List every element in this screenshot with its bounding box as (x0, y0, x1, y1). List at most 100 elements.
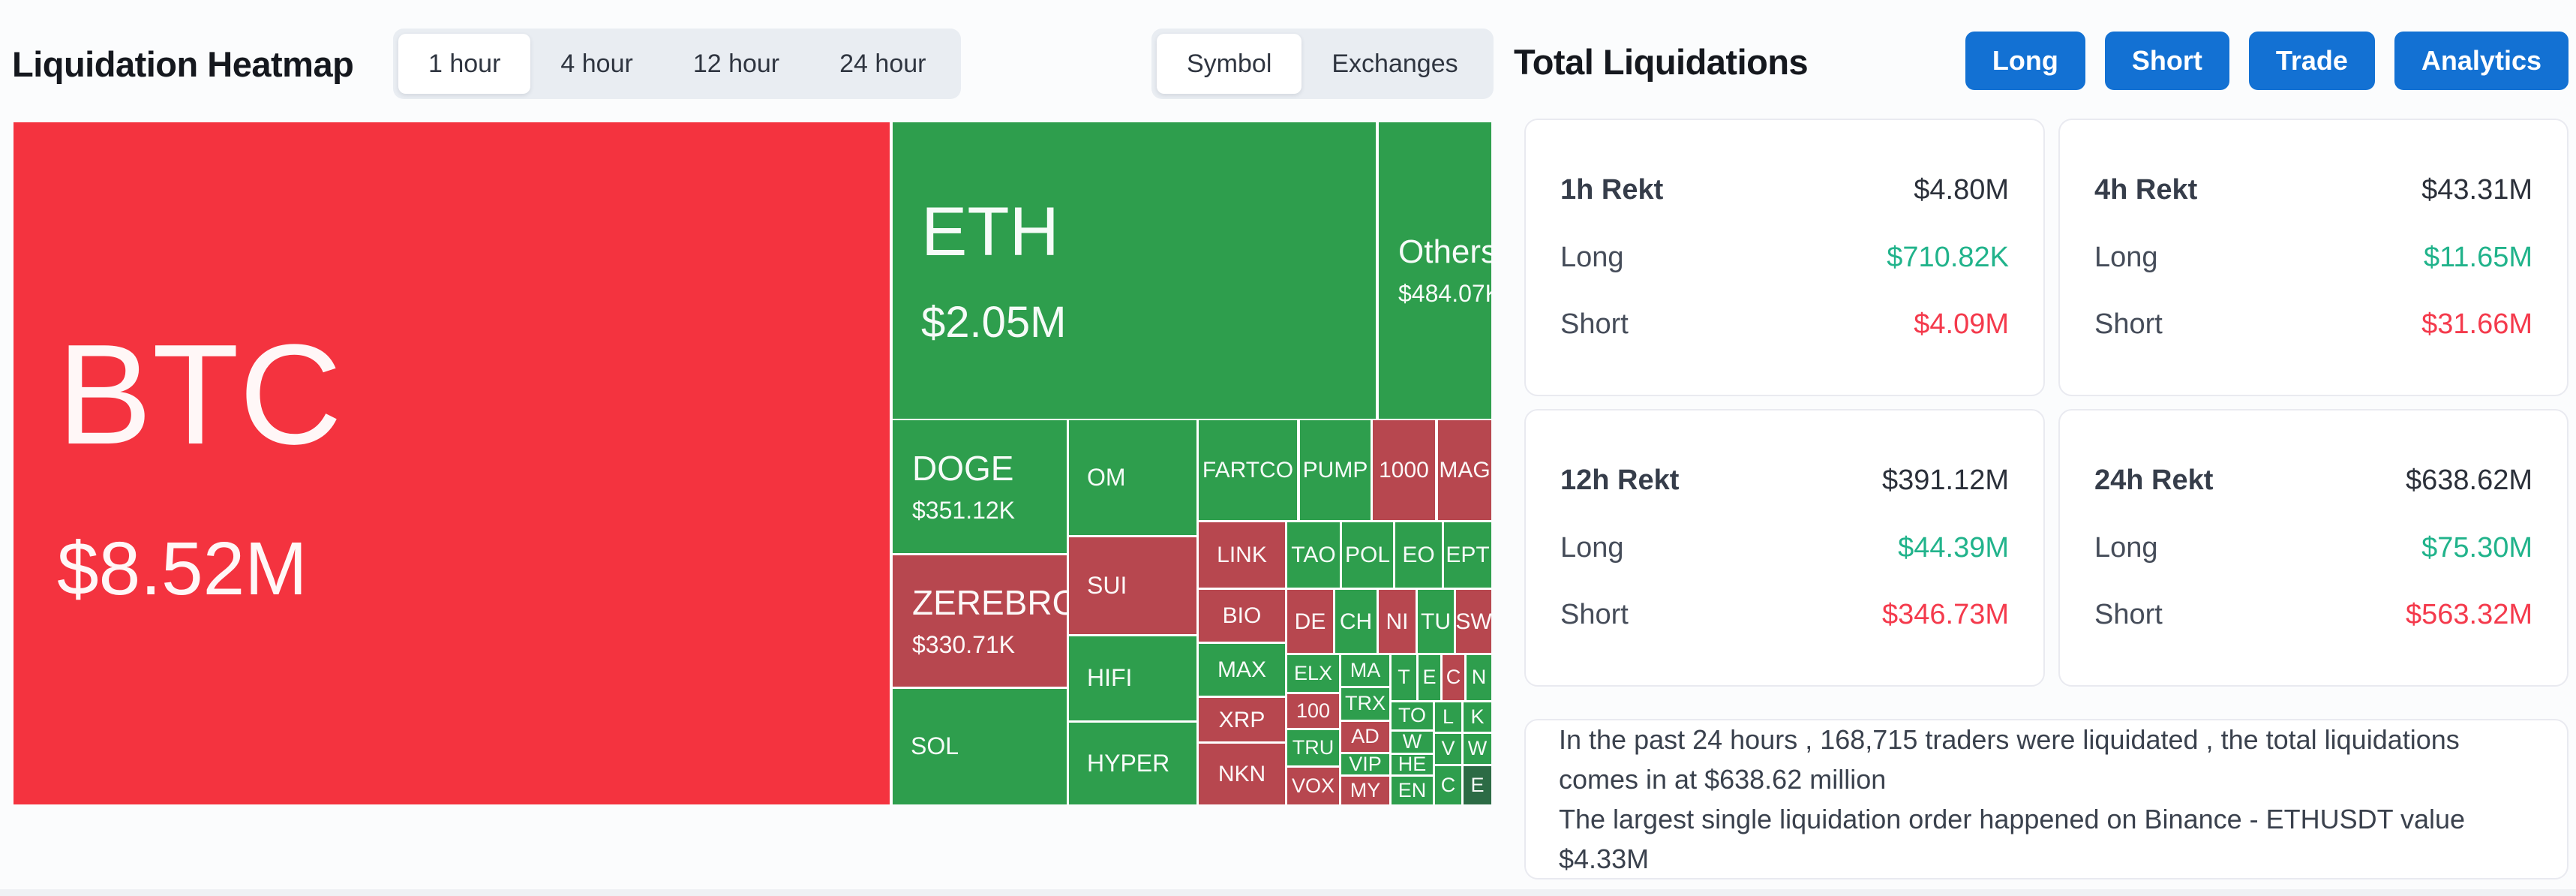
cell-symbol: DE (1294, 609, 1326, 634)
rekt-row-long: Long $11.65M (2094, 242, 2532, 274)
treemap-cell-my[interactable]: MY (1341, 777, 1389, 804)
rekt-card-12h-rekt: 12h Rekt $391.12M Long $44.39M Short $346.73M (1524, 409, 2045, 687)
stat-label: Long (2094, 241, 2158, 273)
treemap-cell-1000[interactable]: 1000 (1373, 420, 1435, 520)
treemap-cell-link[interactable]: LINK (1199, 522, 1285, 588)
treemap-cell-vox[interactable]: VOX (1287, 768, 1339, 804)
treemap-cell-mag[interactable]: MAG (1438, 420, 1491, 520)
treemap-cell-de[interactable]: DE (1287, 590, 1333, 653)
rekt-row-short: Short $31.66M (2094, 308, 2532, 341)
treemap-cell-hifi[interactable]: HIFI (1069, 636, 1196, 720)
treemap-cell-doge[interactable]: DOGE $351.12K (893, 420, 1067, 553)
treemap-cell-eo[interactable]: EO (1395, 522, 1442, 588)
treemap-cell-pump[interactable]: PUMP (1300, 420, 1371, 520)
page-title: Liquidation Heatmap (12, 44, 354, 84)
treemap-cell-n[interactable]: N (1467, 655, 1491, 700)
treemap-cell-vip[interactable]: VIP (1341, 754, 1389, 774)
cell-symbol: Others (1398, 233, 1491, 270)
treemap-cell-v[interactable]: V (1435, 734, 1461, 764)
treemap-cell-trx[interactable]: TRX (1341, 688, 1389, 720)
panel-action-buttons: Long Short Trade Analytics (1965, 32, 2568, 90)
treemap-cell-l[interactable]: L (1435, 702, 1461, 732)
treemap-cell-om[interactable]: OM (1069, 420, 1196, 535)
treemap-cell-pol[interactable]: POL (1342, 522, 1393, 588)
treemap-cell-sw[interactable]: SW (1456, 590, 1491, 653)
analytics-button[interactable]: Analytics (2394, 32, 2568, 90)
tab-symbol[interactable]: Symbol (1157, 34, 1302, 94)
treemap-cell-nkn[interactable]: NKN (1199, 744, 1285, 804)
treemap-cell-tu[interactable]: TU (1418, 590, 1454, 653)
treemap-cell-e2[interactable]: E (1464, 766, 1491, 804)
treemap-cell-c[interactable]: C (1443, 655, 1464, 700)
treemap-cell-fartco[interactable]: FARTCO (1199, 420, 1297, 520)
cell-symbol: CH (1339, 609, 1373, 634)
cell-symbol: NI (1386, 609, 1409, 634)
cell-symbol: EPT (1446, 543, 1490, 567)
stat-label: 24h Rekt (2094, 465, 2214, 497)
summary-line-1: In the past 24 hours , 168,715 traders w… (1559, 724, 2460, 795)
treemap-cell-w2[interactable]: W (1464, 734, 1491, 764)
treemap-cell-ma[interactable]: MA (1341, 655, 1389, 686)
treemap-cell-ni[interactable]: NI (1379, 590, 1416, 653)
treemap-cell-elx[interactable]: ELX (1287, 655, 1339, 692)
treemap-cell-max[interactable]: MAX (1199, 644, 1285, 696)
cell-symbol: EO (1402, 543, 1435, 567)
bottom-strip (0, 889, 2576, 896)
long-button[interactable]: Long (1965, 32, 2085, 90)
cell-symbol: NKN (1217, 762, 1266, 786)
trade-button[interactable]: Trade (2248, 32, 2375, 90)
cell-symbol: TRX (1345, 692, 1386, 715)
cell-value: $330.71K (912, 631, 1016, 659)
treemap-cell-btc[interactable]: BTC $8.52M (14, 122, 890, 804)
tab-4-hour[interactable]: 4 hour (560, 49, 633, 78)
rekt-row-long: Long $75.30M (2094, 532, 2532, 564)
cell-symbol: OM (1087, 463, 1126, 491)
cell-symbol: ETH (921, 194, 1059, 270)
cell-value: $2.05M (921, 298, 1067, 347)
cell-symbol: TU (1421, 609, 1451, 634)
treemap-cell-he[interactable]: HE (1392, 755, 1433, 774)
treemap-cell-100[interactable]: 100 (1287, 694, 1339, 728)
treemap-cell-tru[interactable]: TRU (1287, 730, 1339, 765)
stat-label: Long (1560, 241, 1624, 273)
treemap-cell-others[interactable]: Others $484.07K (1379, 122, 1491, 419)
cell-symbol: LINK (1217, 543, 1267, 567)
treemap-cell-t[interactable]: T (1392, 655, 1416, 700)
stat-value: $4.80M (1914, 174, 2009, 206)
treemap-cell-w[interactable]: W (1392, 732, 1433, 753)
treemap-cell-e[interactable]: E (1419, 655, 1440, 700)
tab-exchanges[interactable]: Exchanges (1332, 49, 1458, 78)
tab-24-hour[interactable]: 24 hour (839, 49, 926, 78)
treemap-cell-eth[interactable]: ETH $2.05M (893, 122, 1376, 419)
rekt-row-long: Long $710.82K (1560, 242, 2009, 274)
treemap-cell-tao[interactable]: TAO (1287, 522, 1340, 588)
treemap-cell-ad[interactable]: AD (1341, 722, 1389, 752)
treemap-cell-sol[interactable]: SOL (893, 689, 1067, 804)
treemap-cell-bio[interactable]: BIO (1199, 590, 1285, 642)
cell-symbol: L (1442, 705, 1455, 728)
treemap-cell-k[interactable]: K (1464, 702, 1491, 732)
stat-label: Short (1560, 598, 1629, 630)
tab-12-hour[interactable]: 12 hour (692, 49, 780, 78)
treemap-cell-to[interactable]: TO (1392, 702, 1433, 729)
treemap-cell-c2[interactable]: C (1435, 766, 1461, 804)
treemap-cell-hyper[interactable]: HYPER (1069, 723, 1196, 804)
cell-symbol: BTC (57, 315, 342, 474)
treemap-cell-en[interactable]: EN (1392, 777, 1433, 804)
treemap-cell-ch[interactable]: CH (1335, 590, 1377, 653)
short-button[interactable]: Short (2104, 32, 2229, 90)
treemap-cell-sui[interactable]: SUI (1069, 537, 1196, 634)
cell-symbol: XRP (1218, 707, 1265, 732)
tab-1-hour[interactable]: 1 hour (398, 34, 531, 94)
stat-label: Short (1560, 308, 1629, 340)
rekt-row-24h-rekt: 24h Rekt $638.62M (2094, 465, 2532, 497)
stat-value: $391.12M (1881, 465, 2009, 497)
cell-value: $484.07K (1398, 280, 1491, 308)
cell-symbol: VIP (1349, 754, 1382, 774)
treemap-cell-zerebro[interactable]: ZEREBRO $330.71K (893, 555, 1067, 687)
treemap-cell-ept[interactable]: EPT (1444, 522, 1491, 588)
cell-symbol: E (1422, 666, 1437, 689)
treemap-cell-xrp[interactable]: XRP (1199, 698, 1285, 741)
cell-symbol: DOGE (912, 448, 1014, 488)
cell-symbol: SUI (1087, 571, 1127, 599)
